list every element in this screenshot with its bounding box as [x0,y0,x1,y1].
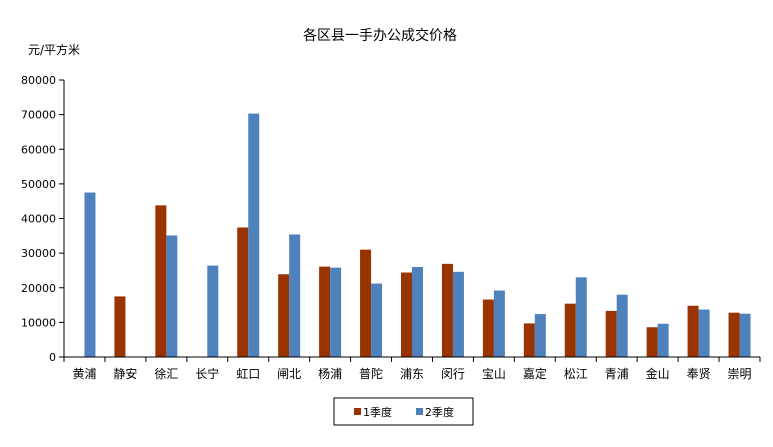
y-tick-label: 50000 [21,178,56,191]
bar-q1 [278,274,290,357]
bar-q2 [452,271,464,357]
y-tick-label: 30000 [21,247,56,260]
legend-swatch [416,408,423,415]
x-tick-label: 崇明 [728,367,752,381]
bar-q1 [114,296,126,357]
bar-q1 [646,327,658,357]
bar-q2 [371,283,383,357]
bar-q2 [698,309,710,357]
x-tick-label: 杨浦 [318,366,342,381]
chart-title: 各区县一手办公成交价格 [303,27,457,44]
bar-q2 [575,277,587,357]
bar-q1 [441,263,453,357]
y-tick-label: 20000 [21,282,56,295]
bar-q1 [728,312,740,357]
x-tick-label: 徐汇 [154,366,178,381]
bar-q2 [616,294,628,357]
x-tick-label: 黄浦 [72,367,96,381]
x-tick-label: 宝山 [482,367,506,381]
x-tick-label: 松江 [564,367,588,381]
bar-q2 [739,313,751,357]
bars [84,113,751,358]
legend-label: 1季度 [363,405,392,419]
y-axis-label: 元/平方米 [28,42,80,57]
x-tick-label: 金山 [646,366,670,381]
x-tick-label: 闸北 [277,367,301,381]
y-axis: 0 10000 20000 30000 40000 50000 60000 70000 8000… [21,74,65,364]
bar-q1 [319,266,331,357]
x-tick-label: 青浦 [605,367,629,381]
bar-q2 [84,192,96,357]
bar-q1 [687,305,699,357]
bar-q1 [401,272,412,357]
bar-q2 [207,265,219,357]
legend: 1季度 2季度 [333,397,474,426]
bar-q2 [330,267,342,357]
bar-q2 [412,266,423,357]
x-tick-label: 静安 [113,366,137,381]
bar-q1 [360,249,372,357]
x-tick-label: 闵行 [441,366,465,381]
x-axis: 黄浦 静安 徐汇 长宁 虹口 闸北 杨浦 普陀 浦东 闵行 宝山 嘉定 松江 青浦 金山 奉贤 崇明 [63,356,761,381]
bar-q1 [523,323,535,357]
bar-q2 [493,290,505,357]
legend-label: 2季度 [425,405,454,419]
x-tick-label: 普陀 [359,366,383,381]
bar-q2 [657,323,669,357]
y-tick-label: 10000 [21,316,56,329]
y-tick-label: 70000 [21,109,56,122]
bar-q2 [248,113,260,358]
bar-q2 [166,235,178,357]
bar-q1 [564,303,576,357]
x-tick-label: 长宁 [195,366,219,381]
y-tick-label: 0 [49,351,56,364]
bar-q1 [482,299,494,357]
legend-swatch [354,408,361,415]
y-tick-label: 40000 [21,213,56,226]
x-tick-label: 浦东 [400,367,424,381]
bar-q2 [289,234,301,357]
bar-q1 [155,205,167,357]
y-tick-label: 80000 [21,74,56,87]
x-tick-label: 奉贤 [687,367,711,381]
bar-q1 [237,227,249,357]
x-tick-label: 嘉定 [523,366,547,381]
y-tick-label: 60000 [21,143,56,156]
bar-q1 [605,310,617,357]
bar-q2 [534,314,546,357]
x-tick-label: 虹口 [236,367,260,381]
